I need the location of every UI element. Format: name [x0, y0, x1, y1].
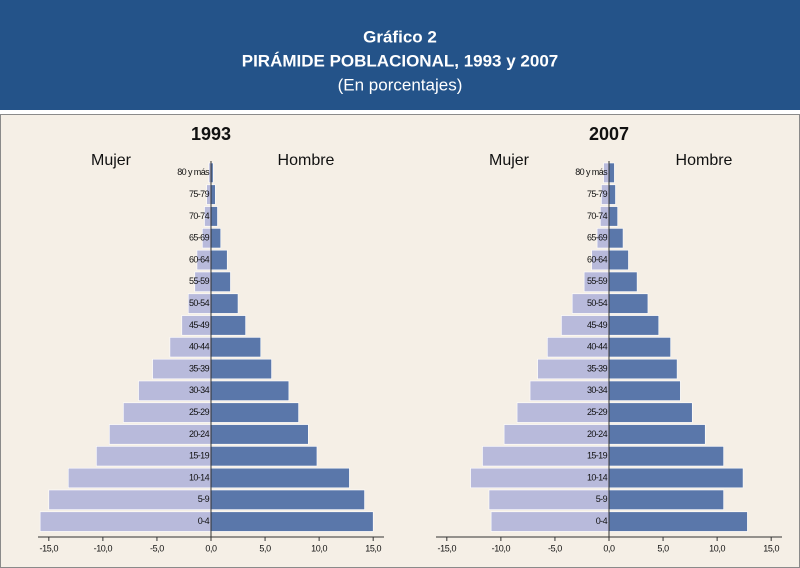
bar: [210, 467, 350, 489]
category-label: 5-9: [198, 494, 210, 504]
x-tick-label: -5,0: [150, 543, 164, 553]
series-label: Hombre: [676, 152, 733, 169]
header-title: Gráfico 2: [363, 27, 437, 46]
category-label: 75-79: [189, 189, 210, 199]
x-tick-label: -10,0: [492, 543, 511, 553]
bar: [608, 162, 615, 183]
bar: [210, 511, 374, 532]
bar: [210, 424, 309, 445]
chart-title: 1993: [191, 124, 231, 144]
category-label: 40-44: [587, 342, 608, 352]
category-label: 70-74: [189, 211, 210, 221]
bar: [608, 489, 724, 510]
category-label: 80 y más: [575, 167, 608, 177]
series-label: Mujer: [91, 152, 132, 169]
category-label: 25-29: [189, 407, 210, 417]
x-tick-label: 10,0: [709, 543, 725, 553]
category-label: 55-59: [189, 276, 210, 286]
category-label: 40-44: [189, 342, 210, 352]
x-tick-label: -5,0: [548, 543, 562, 553]
category-label: 35-39: [189, 363, 210, 373]
series-label: Mujer: [489, 152, 530, 169]
category-label: 20-24: [587, 429, 608, 439]
series-label: Hombre: [278, 152, 335, 169]
x-tick-label: 15,0: [763, 543, 779, 553]
category-label: 55-59: [587, 276, 608, 286]
category-label: 30-34: [587, 385, 608, 395]
bar: [210, 358, 272, 380]
category-label: 35-39: [587, 363, 608, 373]
bar: [210, 380, 290, 401]
bar: [608, 380, 681, 401]
bar: [608, 424, 706, 445]
bar: [608, 249, 629, 271]
header-subtitle: PIRÁMIDE POBLACIONAL, 1993 y 2007: [242, 51, 558, 70]
x-tick-label: -15,0: [40, 543, 59, 553]
category-label: 75-79: [587, 189, 608, 199]
bar: [608, 446, 724, 467]
category-label: 10-14: [189, 472, 210, 482]
category-label: 45-49: [189, 320, 210, 330]
bar: [210, 184, 216, 205]
bar: [210, 446, 318, 467]
x-tick-label: 15,0: [365, 543, 381, 553]
bar: [39, 511, 212, 532]
bar: [490, 511, 610, 532]
x-tick-label: 0,0: [205, 543, 217, 553]
category-label: 60-64: [587, 254, 608, 264]
category-label: 50-54: [189, 298, 210, 308]
bar: [210, 228, 222, 249]
bar: [608, 467, 744, 489]
category-label: 15-19: [189, 451, 210, 461]
bar: [608, 402, 693, 423]
bar: [210, 402, 299, 423]
category-label: 5-9: [596, 494, 608, 504]
bar: [608, 358, 678, 380]
bar: [608, 511, 748, 532]
bar: [608, 293, 649, 314]
header-note: (En porcentajes): [338, 75, 463, 94]
chart-title: 2007: [589, 124, 629, 144]
bar: [608, 271, 638, 292]
category-label: 45-49: [587, 320, 608, 330]
x-tick-label: 5,0: [657, 543, 669, 553]
bar: [210, 315, 246, 336]
category-label: 30-34: [189, 385, 210, 395]
bar: [48, 489, 212, 510]
category-label: 10-14: [587, 472, 608, 482]
x-tick-label: 0,0: [603, 543, 615, 553]
category-label: 65-69: [587, 233, 608, 243]
bar: [608, 337, 671, 358]
category-label: 20-24: [189, 429, 210, 439]
bar: [608, 228, 624, 249]
category-label: 80 y más: [177, 167, 210, 177]
category-label: 70-74: [587, 211, 608, 221]
bar: [210, 271, 231, 292]
category-label: 25-29: [587, 407, 608, 417]
category-label: 65-69: [189, 233, 210, 243]
header-band: [0, 0, 800, 110]
category-label: 15-19: [587, 451, 608, 461]
bar: [608, 315, 660, 336]
category-label: 60-64: [189, 254, 210, 264]
bar: [608, 184, 616, 205]
bar: [210, 293, 239, 314]
category-label: 50-54: [587, 298, 608, 308]
x-tick-label: 10,0: [311, 543, 327, 553]
bar: [210, 489, 365, 510]
category-label: 0-4: [596, 516, 608, 526]
category-label: 0-4: [198, 516, 210, 526]
bar: [608, 206, 618, 227]
bar: [210, 206, 218, 227]
x-tick-label: -10,0: [94, 543, 113, 553]
bar: [210, 249, 228, 271]
x-tick-label: 5,0: [259, 543, 271, 553]
x-tick-label: -15,0: [438, 543, 457, 553]
bar: [210, 337, 262, 358]
bar: [488, 489, 610, 510]
